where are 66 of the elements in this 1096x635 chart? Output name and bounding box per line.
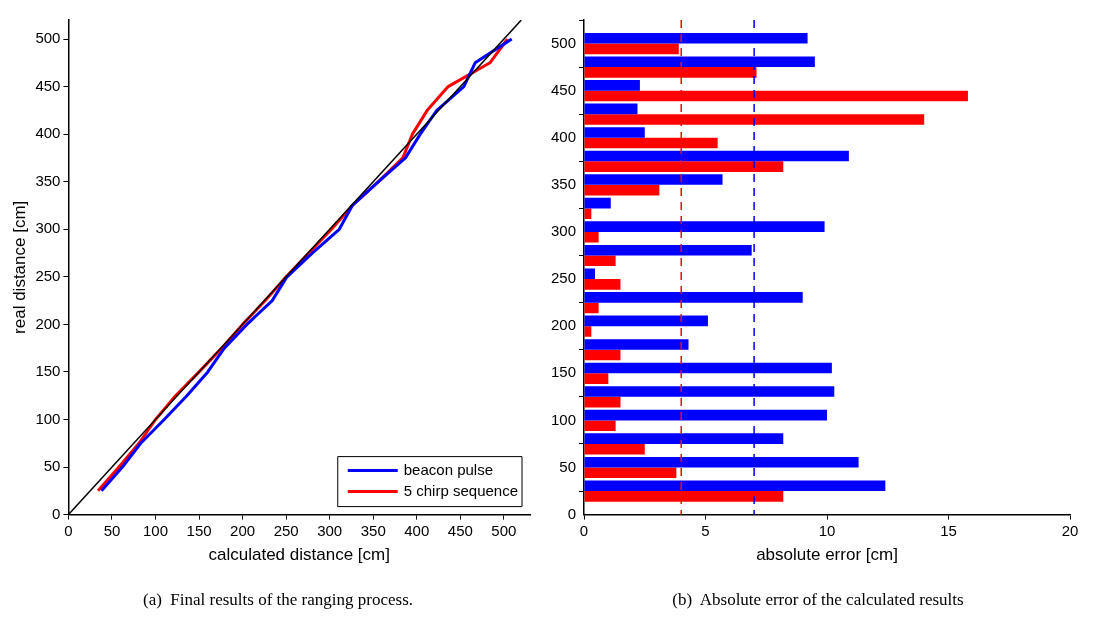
y-tick-label: 300 — [551, 222, 577, 240]
bar — [584, 373, 609, 384]
x-tick-label: 15 — [940, 521, 957, 539]
y-tick-label: 250 — [35, 266, 61, 284]
bar — [584, 197, 611, 209]
y-tick-label: 350 — [551, 175, 577, 193]
y-tick-label: 500 — [35, 29, 61, 47]
bar — [584, 268, 595, 280]
x-tick-label: 500 — [491, 521, 517, 539]
bar — [584, 326, 592, 337]
x-tick-label: 100 — [143, 521, 169, 539]
y-tick-label: 150 — [35, 362, 61, 380]
y-tick-label: 400 — [551, 127, 577, 145]
bar — [584, 231, 599, 243]
x-tick-label: 10 — [818, 521, 836, 539]
y-tick-label: 350 — [35, 171, 61, 189]
y-tick-label: 150 — [551, 363, 577, 381]
x-tick-label: 0 — [579, 521, 589, 539]
x-tick-label: 200 — [230, 521, 256, 539]
bar — [584, 103, 638, 115]
x-axis-title: absolute error [cm] — [756, 545, 898, 565]
text: (b) Absolute error of the calculated results — [671, 590, 965, 610]
bar — [584, 184, 660, 196]
x-tick-label: 250 — [273, 521, 299, 539]
bar — [584, 396, 621, 408]
x-tick-label: 450 — [447, 521, 473, 539]
x-tick-label: 150 — [186, 521, 212, 539]
bar — [584, 80, 640, 91]
legend-label: 5 chirp sequence — [403, 481, 519, 499]
y-tick-label: 450 — [551, 80, 577, 98]
x-tick-label: 5 — [701, 521, 710, 539]
y-tick-label: 200 — [35, 314, 61, 332]
y-tick-label: 50 — [559, 457, 577, 475]
bar — [584, 339, 689, 350]
x-tick-label: 350 — [360, 521, 386, 539]
bar — [584, 420, 616, 431]
x-tick-label: 300 — [317, 521, 343, 539]
y-tick-label: 50 — [43, 457, 61, 475]
y-tick-label: 250 — [551, 269, 577, 287]
bar — [584, 255, 616, 267]
x-axis-title: calculated distance [cm] — [208, 545, 390, 565]
bar — [584, 174, 723, 185]
x-tick-label: 20 — [1061, 521, 1079, 539]
bar — [584, 443, 645, 455]
y-tick-label: 500 — [551, 33, 577, 51]
x-tick-label: 0 — [64, 521, 73, 539]
y-tick-label: 400 — [35, 124, 61, 142]
bar — [584, 208, 592, 220]
bar — [584, 315, 708, 327]
bar — [584, 302, 599, 314]
bar — [584, 279, 621, 290]
text: (a) Final results of the ranging process. — [141, 590, 414, 610]
x-tick-label: 50 — [103, 521, 121, 539]
y-tick-label: 0 — [52, 504, 61, 522]
y-tick-label: 450 — [35, 76, 61, 94]
x-tick-label: 400 — [404, 521, 430, 539]
y-axis-title: real distance [cm] — [9, 200, 29, 334]
y-tick-label: 100 — [551, 410, 577, 428]
y-tick-label: 300 — [35, 219, 61, 237]
bar — [584, 349, 621, 361]
y-tick-label: 100 — [35, 409, 61, 427]
bar — [584, 127, 645, 138]
legend-label: beacon pulse — [403, 460, 494, 478]
y-tick-label: 0 — [567, 504, 577, 522]
bar — [584, 467, 677, 479]
y-tick-label: 200 — [551, 316, 577, 334]
